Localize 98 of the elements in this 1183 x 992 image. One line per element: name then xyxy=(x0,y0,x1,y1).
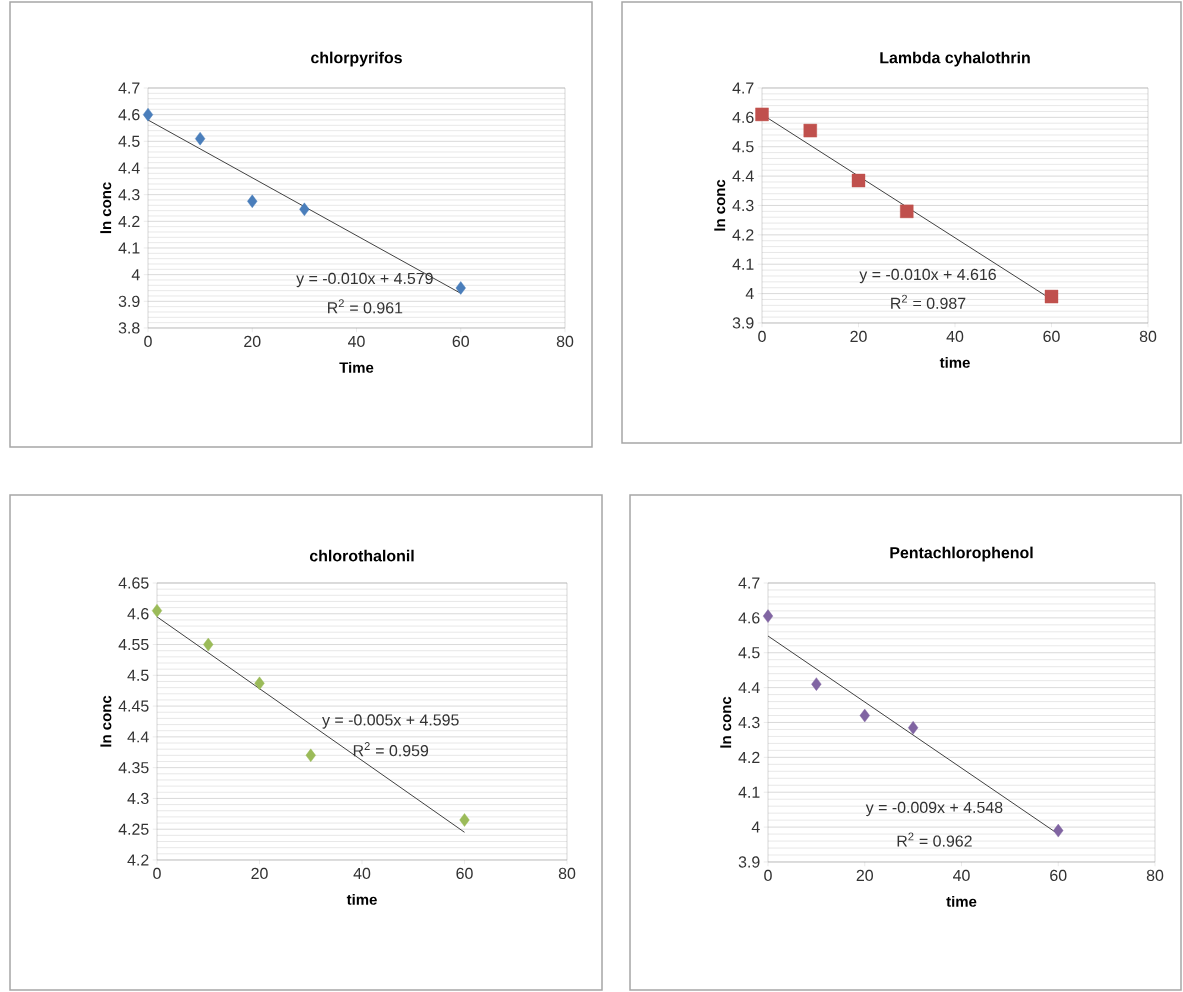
y-tick-label: 4 xyxy=(751,821,760,833)
annotation: y = -0.005x + 4.595 xyxy=(322,714,459,729)
y-tick-label: 4.6 xyxy=(738,612,760,624)
y-tick-label: 4.2 xyxy=(118,215,140,227)
y-tick-label: 4.6 xyxy=(118,109,140,121)
x-tick-label: 20 xyxy=(856,869,873,882)
y-tick-label: 4.3 xyxy=(127,792,149,805)
y-tick-label: 4.5 xyxy=(118,135,140,147)
y-tick-label: 4.1 xyxy=(732,258,754,270)
point xyxy=(195,131,206,146)
annotation: y = -0.010x + 4.616 xyxy=(859,268,996,284)
x-tick-label: 40 xyxy=(953,869,970,882)
annotation: R$^{2}$ = 0.959 xyxy=(353,742,429,757)
point xyxy=(151,603,163,618)
point xyxy=(755,107,769,122)
y-tick-label: 4.7 xyxy=(732,82,754,94)
y-tick-label: 4.5 xyxy=(127,669,149,681)
point xyxy=(142,107,154,122)
y-tick-label: 4.5 xyxy=(738,647,760,659)
annotation: R$^{2}$ = 0.987 xyxy=(891,294,966,309)
x-tick-label: 80 xyxy=(556,335,574,348)
y-tick-label: 4.4 xyxy=(732,170,754,182)
y-tick-label: 4.3 xyxy=(118,189,140,201)
y-axis-title: ln conc xyxy=(714,179,726,231)
point xyxy=(455,281,466,295)
y-tick-label: 3.8 xyxy=(118,322,140,334)
y-tick-label: 4.4 xyxy=(738,682,760,694)
point xyxy=(254,676,265,691)
x-tick-label: 0 xyxy=(764,869,772,882)
point xyxy=(459,813,470,827)
x-tick-label: 0 xyxy=(144,335,152,348)
chart-title: Pentachlorophenol xyxy=(890,546,1033,562)
x-tick-label: 80 xyxy=(558,867,576,880)
y-tick-label: 4.6 xyxy=(732,111,754,123)
x-tick-label: 20 xyxy=(850,330,867,343)
y-axis-title: ln conc xyxy=(100,182,112,234)
x-tick-label: 80 xyxy=(1139,330,1157,343)
y-tick-label: 4.2 xyxy=(738,751,760,763)
point xyxy=(1053,823,1064,838)
point xyxy=(299,202,310,217)
point xyxy=(803,123,817,138)
y-tick-label: 4.65 xyxy=(118,577,149,589)
annotation: R$^{2}$ = 0.961 xyxy=(328,299,403,314)
y-tick-label: 4.4 xyxy=(127,731,149,743)
point xyxy=(305,748,316,763)
annotation: y = -0.010x + 4.579 xyxy=(296,272,433,288)
y-tick-label: 3.9 xyxy=(738,856,760,868)
point xyxy=(762,609,774,623)
y-tick-label: 4.6 xyxy=(127,608,149,620)
x-tick-label: 20 xyxy=(251,867,268,880)
y-tick-label: 4.7 xyxy=(118,82,140,94)
y-tick-label: 4.2 xyxy=(127,854,149,866)
x-axis-title: time xyxy=(939,356,970,368)
x-tick-label: 40 xyxy=(946,330,964,343)
y-tick-label: 4.45 xyxy=(118,700,149,712)
point xyxy=(859,708,870,723)
x-tick-label: 40 xyxy=(348,335,365,348)
point xyxy=(811,677,822,691)
y-axis-title: ln conc xyxy=(100,695,112,747)
y-tick-label: 4.5 xyxy=(732,141,754,153)
x-tick-label: 60 xyxy=(1050,869,1067,882)
x-axis-title: time xyxy=(346,893,377,905)
y-tick-label: 4.1 xyxy=(118,242,140,254)
y-axis-title: ln conc xyxy=(720,696,732,748)
point xyxy=(1044,289,1059,304)
point xyxy=(908,721,919,735)
point xyxy=(900,204,914,219)
y-tick-label: 3.9 xyxy=(118,295,140,307)
y-tick-label: 4.25 xyxy=(118,823,149,835)
y-tick-label: 4.35 xyxy=(118,762,149,774)
x-axis-title: time xyxy=(946,895,977,907)
y-tick-label: 3.9 xyxy=(732,317,754,329)
annotation: R$^{2}$ = 0.962 xyxy=(897,832,972,847)
y-tick-label: 4.3 xyxy=(732,199,754,212)
point xyxy=(247,194,258,209)
x-axis-title: Time xyxy=(339,361,374,373)
x-tick-label: 20 xyxy=(244,335,261,348)
y-tick-label: 4.4 xyxy=(118,162,140,174)
chart-title: chlorpyrifos xyxy=(311,51,402,67)
y-tick-label: 4.55 xyxy=(118,638,149,651)
y-tick-label: 4.1 xyxy=(738,786,760,798)
x-tick-label: 0 xyxy=(153,867,161,880)
y-tick-label: 4.3 xyxy=(738,716,760,729)
point xyxy=(851,173,866,188)
x-tick-label: 60 xyxy=(1043,330,1060,343)
x-tick-label: 60 xyxy=(456,867,473,880)
x-tick-label: 0 xyxy=(758,330,766,343)
x-tick-label: 60 xyxy=(452,335,469,348)
x-tick-label: 80 xyxy=(1146,869,1164,882)
x-tick-label: 40 xyxy=(353,867,371,880)
chart-title: chlorothalonil xyxy=(309,549,414,562)
y-tick-label: 4.7 xyxy=(738,577,760,589)
y-tick-label: 4 xyxy=(745,288,754,300)
annotation: y = -0.009x + 4.548 xyxy=(865,801,1003,817)
chart-title: Lambda cyhalothrin xyxy=(880,51,1030,67)
point xyxy=(203,637,214,652)
y-tick-label: 4 xyxy=(131,269,140,281)
y-tick-label: 4.2 xyxy=(732,229,754,241)
